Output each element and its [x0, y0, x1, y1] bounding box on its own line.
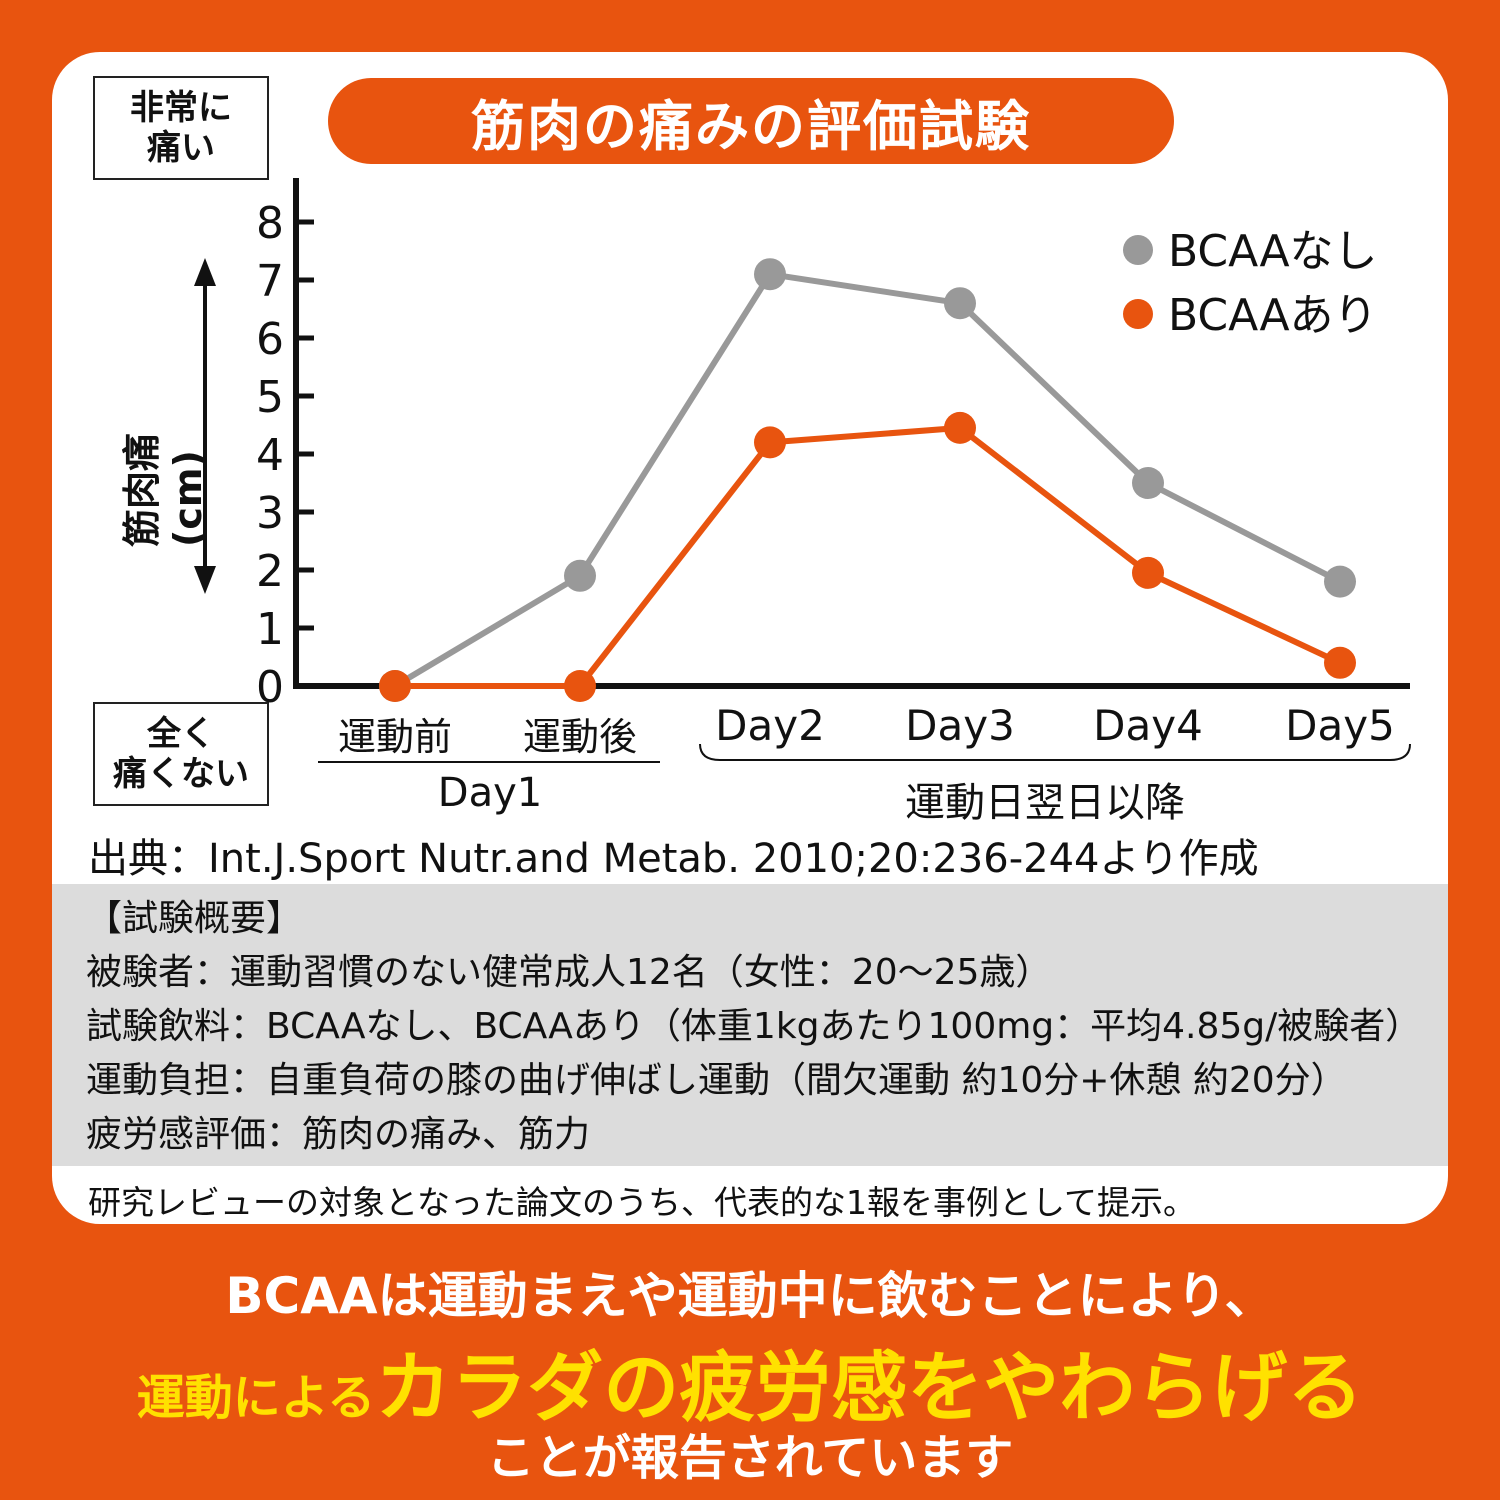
y-arrow-down-head [194, 566, 216, 594]
data-point-0 [944, 287, 976, 320]
y-tick-label: 1 [256, 604, 284, 655]
y-tick-label: 8 [256, 198, 284, 249]
y-tick-label: 4 [256, 430, 284, 481]
data-point-1 [1132, 556, 1164, 589]
y-tick-label: 3 [256, 488, 284, 539]
x-tick-label: Day3 [905, 701, 1015, 750]
y-tick-label: 0 [256, 662, 284, 713]
y-bottom-label-text: 全く 痛くない [113, 714, 249, 794]
bottom-line-3: ことが報告されています [486, 1430, 1014, 1486]
legend-marker-1 [1123, 299, 1153, 329]
data-point-1 [564, 670, 596, 702]
group-label-day1: Day1 [437, 770, 543, 816]
source-citation: 出典：Int.J.Sport Nutr.and Metab. 2010;20:2… [88, 836, 1259, 882]
review-note: 研究レビューの対象となった論文のうち、代表的な1報を事例として提示。 [88, 1183, 1197, 1222]
summary-line: 運動負担：自重負荷の膝の曲げ伸ばし運動（間欠運動 約10分+休憩 約20分） [86, 1060, 1347, 1101]
line-chart: 0 1 2 3 4 5 6 7 8 運動前 運動後 Day2 Day3 Day4 Day5 BCAAなし BCA… [194, 178, 1411, 763]
y-bottom-label: 全く 痛くない [93, 702, 269, 806]
y-top-label-text: 非常に 痛い [130, 88, 232, 168]
data-point-0 [564, 559, 596, 592]
summary-heading: 【試験概要】 [86, 898, 303, 939]
x-tick-label: 運動後 [523, 715, 637, 759]
legend-label-1: BCAAあり [1168, 290, 1378, 341]
data-point-1 [1324, 646, 1356, 679]
x-tick-label: Day5 [1285, 701, 1395, 750]
data-point-1 [754, 426, 786, 459]
data-point-0 [1324, 565, 1356, 598]
bottom-line-2-highlight: カラダの疲労感をやわらげる [375, 1343, 1364, 1432]
y-tick-label: 2 [256, 546, 284, 597]
data-point-0 [1132, 467, 1164, 499]
legend-marker-0 [1123, 235, 1153, 265]
y-tick-label: 7 [256, 256, 284, 307]
trial-summary: 【試験概要】 被験者：運動習慣のない健常成人12名（女性：20〜25歳） 試験飲… [52, 884, 1448, 1166]
bottom-line-1: BCAAは運動まえや運動中に飲むことにより、 [225, 1267, 1275, 1325]
y-top-label: 非常に 痛い [93, 76, 269, 180]
bottom-line-2-prefix: 運動による [136, 1370, 376, 1426]
chart-title: 筋肉の痛みの評価試験 [328, 78, 1174, 164]
group-bracket-after [699, 743, 1411, 761]
x-tick-label: 運動前 [338, 715, 452, 759]
legend-label-0: BCAAなし [1168, 226, 1378, 277]
summary-line: 試験飲料：BCAAなし、BCAAあり（体重1kgあたり100mg：平均4.85g… [86, 1006, 1422, 1047]
bottom-line-2: 運動によるカラダの疲労感をやわらげる [0, 1326, 1500, 1436]
y-tick-label: 6 [256, 314, 284, 365]
data-point-1 [379, 670, 411, 702]
y-tick-label: 5 [256, 372, 284, 423]
y-arrow-up-head [194, 258, 216, 286]
x-tick-label: Day2 [715, 701, 825, 750]
summary-line: 疲労感評価：筋肉の痛み、筋力 [86, 1114, 591, 1155]
data-point-0 [754, 258, 786, 291]
data-point-1 [944, 411, 976, 444]
series-line-0 [393, 271, 1342, 689]
summary-line: 被験者：運動習慣のない健常成人12名（女性：20〜25歳） [86, 952, 1052, 993]
group-label-after: 運動日翌日以降 [905, 780, 1185, 826]
series-line-1 [395, 424, 1342, 689]
x-tick-label: Day4 [1093, 701, 1203, 750]
